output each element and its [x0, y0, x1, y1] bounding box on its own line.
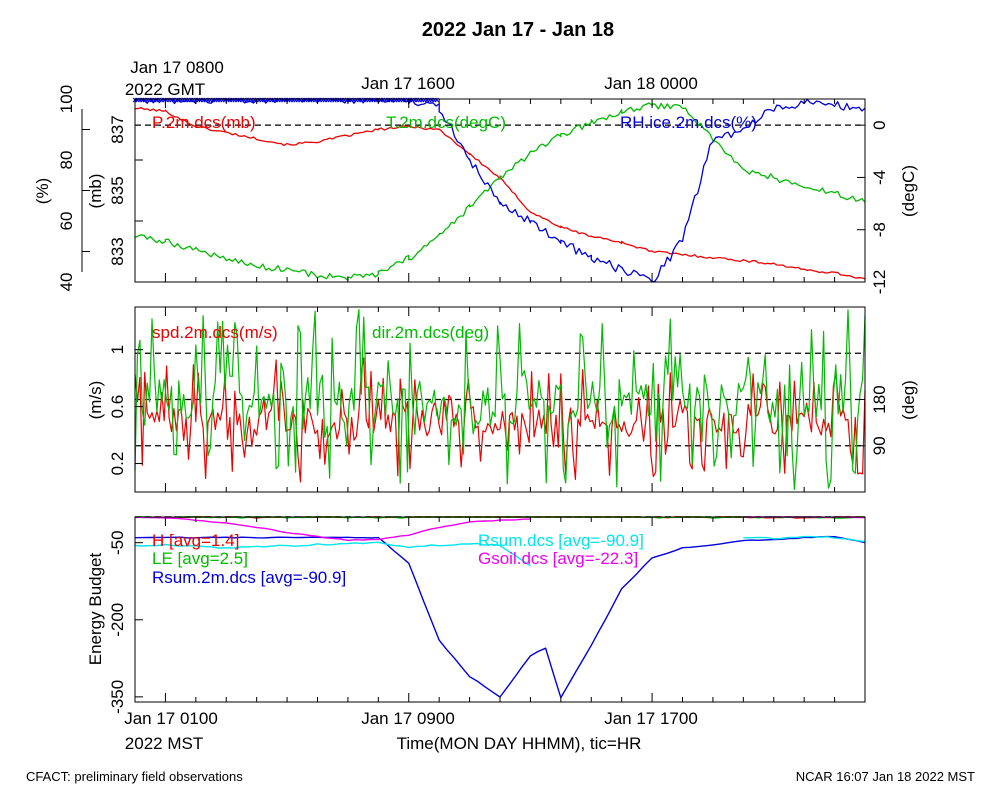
- legend-soil-heat: Gsoil.dcs [avg=-22.3]: [478, 549, 638, 568]
- legend-sensible-heat: H [avg=1.4]: [152, 531, 239, 550]
- bottom-time-label-2: Jan 17 1700: [604, 709, 698, 728]
- y-tick-label: 1: [108, 345, 127, 354]
- wind-panel-content: [134, 309, 866, 490]
- legend-net-radiation-2m: Rsum.2m.dcs [avg=-90.9]: [152, 568, 346, 587]
- series-rsum-dcs-line: [743, 535, 866, 543]
- bottom-time-label-1: Jan 17 0900: [361, 709, 455, 728]
- top-time-label-2: Jan 18 0000: [604, 74, 698, 93]
- legend-humidity: RH.ice.2m.dcs(%): [620, 113, 757, 132]
- y-tick-label: -200: [108, 603, 127, 637]
- t-axis-label: (degC): [899, 165, 918, 217]
- state-panel: 40 60 80 100 833 835 837 -12 -8 -4 0 (%) (mb) (deg…: [33, 85, 918, 294]
- y-tick-label: 180: [870, 385, 889, 413]
- series-p-line: [134, 106, 866, 280]
- legend-wind-direction: dir.2m.dcs(deg): [372, 323, 489, 342]
- y-tick-label: 835: [108, 176, 127, 204]
- rh-axis-label: (%): [33, 178, 52, 204]
- y-tick-label: 0.6: [108, 395, 127, 419]
- y-tick-label: 833: [108, 237, 127, 265]
- energy-panel-axes: -350 -200 -50: [108, 517, 866, 714]
- bottom-time-labels: Jan 17 0100 2022 MST Jan 17 0900 Jan 17 …: [124, 709, 698, 753]
- bottom-time-label-0-line-2: 2022 MST: [125, 734, 203, 753]
- legend-net-radiation: Rsum.dcs [avg=-90.9]: [478, 531, 644, 550]
- x-axis-label: Time(MON DAY HHMM), tic=HR: [397, 734, 642, 753]
- y-tick-label: 80: [57, 151, 76, 170]
- energy-panel: -350 -200 -50 Energy Budget H [avg=1.4] LE…: [86, 516, 866, 714]
- y-tick-label: 100: [57, 85, 76, 113]
- y-tick-label: 60: [57, 212, 76, 231]
- wind-panel: 0.2 0.6 1 90 180 (m/s) (deg) spd.2m.dcs(m/s)…: [86, 306, 918, 493]
- top-time-labels: Jan 17 0800 2022 GMT Jan 17 1600 Jan 18 …: [125, 58, 698, 99]
- legend-wind-speed: spd.2m.dcs(m/s): [152, 323, 278, 342]
- y-tick-label: -12: [870, 270, 889, 295]
- series-t-line: [134, 102, 866, 282]
- y-tick-label: 0: [870, 120, 889, 129]
- top-time-label-1: Jan 17 1600: [361, 74, 455, 93]
- y-tick-label: 0.2: [108, 452, 127, 476]
- series-dir-line: [134, 309, 866, 490]
- y-tick-label: 837: [108, 115, 127, 143]
- y-tick-label: -8: [870, 222, 889, 237]
- p-axis-label: (mb): [86, 174, 105, 209]
- footer-left: CFACT: preliminary field observations: [26, 769, 243, 784]
- series-spd-line: [134, 357, 866, 483]
- bottom-time-label-0-line-1: Jan 17 0100: [124, 709, 218, 728]
- legend-latent-heat: LE [avg=2.5]: [152, 549, 248, 568]
- y-tick-label: -350: [108, 680, 127, 714]
- footer-right: NCAR 16:07 Jan 18 2022 MST: [796, 769, 975, 784]
- figure-title: 2022 Jan 17 - Jan 18: [422, 19, 614, 41]
- y-tick-label: 90: [870, 436, 889, 455]
- speed-axis-label: (m/s): [86, 381, 105, 420]
- y-tick-label: -4: [870, 170, 889, 185]
- series-gsoil-dcs-line: [134, 516, 531, 542]
- series-rsum-dcs-line: [134, 541, 531, 567]
- legend-pressure: P.2m.dcs(mb): [152, 113, 256, 132]
- legend-temperature: T.2m.dcs(degC): [386, 113, 506, 132]
- top-time-label-0-line-2: 2022 GMT: [125, 80, 205, 99]
- y-tick-label: 40: [57, 273, 76, 292]
- wind-panel-axes: 0.2 0.6 1 90 180: [108, 307, 889, 492]
- state-panel-axes: 40 60 80 100 833 835 837 -12 -8 -4 0: [57, 85, 889, 294]
- energy-axis-label: Energy Budget: [86, 552, 105, 665]
- y-tick-label: -50: [108, 530, 127, 555]
- direction-axis-label: (deg): [899, 380, 918, 420]
- top-time-label-0-line-1: Jan 17 0800: [130, 58, 224, 77]
